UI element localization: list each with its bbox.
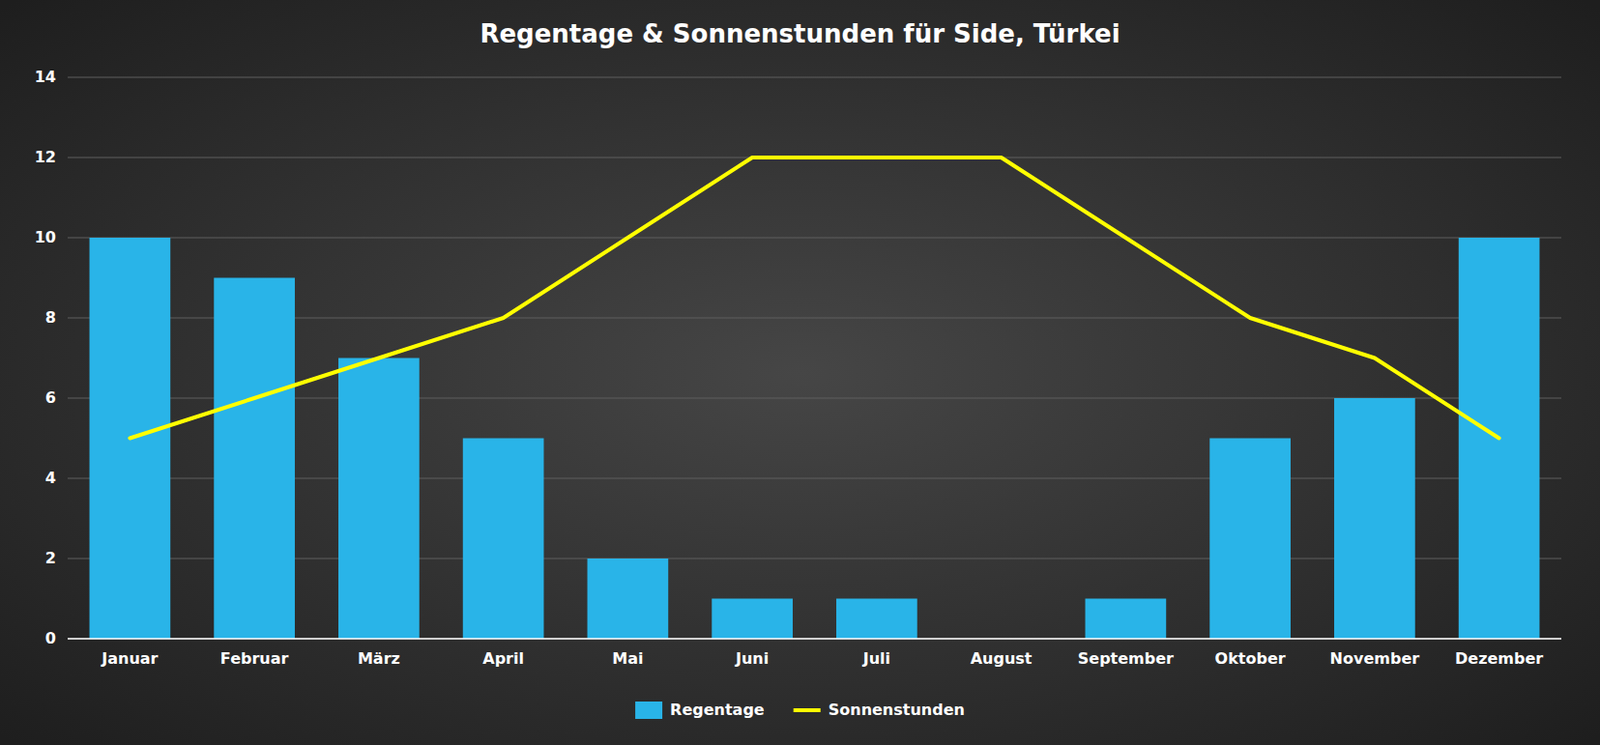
x-tick-label: August: [970, 649, 1033, 669]
bar: [463, 438, 545, 640]
title: Regentage & Sonnenstunden für Side, Türk…: [479, 19, 1120, 49]
x-tick-label: Juni: [734, 649, 769, 669]
x-tick-label: Januar: [100, 649, 158, 669]
x-tick-label: November: [1330, 649, 1421, 669]
y-tick-label: 10: [34, 228, 57, 247]
grid-line: [67, 237, 1562, 239]
y-tick-label: 0: [45, 629, 57, 648]
x-tick-label: Februar: [220, 649, 290, 669]
legend-item: Sonnenstunden: [793, 700, 965, 720]
legend-label: Regentage: [669, 700, 765, 720]
legend-label: Sonnenstunden: [828, 700, 965, 720]
line: [129, 157, 1499, 439]
bar: [213, 278, 295, 640]
y-tick-label: 12: [34, 147, 57, 167]
bar: [338, 358, 420, 640]
bar: [1334, 398, 1416, 640]
bar: [836, 599, 918, 640]
y-tick-label: 8: [45, 308, 57, 327]
legend: Regentage Sonnenstunden: [635, 700, 965, 721]
y-tick-label: 6: [45, 388, 57, 408]
x-tick-label: Oktober: [1215, 649, 1286, 669]
legend-swatch: [793, 708, 821, 713]
x-axis: Januar Februar März April Mai Juni Juli August S…: [100, 649, 1543, 669]
y-tick-label: 14: [34, 67, 57, 87]
bar: [1209, 438, 1291, 640]
x-tick-label: April: [482, 649, 524, 669]
x-tick-label: Dezember: [1454, 649, 1543, 669]
bar-series: [89, 237, 1541, 640]
grid: [67, 77, 1562, 640]
x-tick-label: September: [1077, 649, 1174, 669]
background: [0, 0, 1600, 745]
marks: [89, 157, 1541, 640]
x-tick-label: Mai: [611, 649, 643, 669]
bar: [711, 599, 793, 640]
y-axis: 0 2 4 6 8 10 12 14: [34, 67, 57, 648]
y-tick-label: 4: [45, 468, 57, 488]
x-tick-label: März: [357, 649, 401, 669]
grid-line: [67, 639, 1562, 640]
chart: Regentage & Sonnenstunden für Side, Türk…: [0, 0, 1600, 745]
y-tick-label: 2: [45, 549, 57, 568]
x-tick-label: Juli: [862, 649, 891, 669]
x-axis-line: [67, 638, 1562, 640]
grid-line: [67, 77, 1562, 79]
bar: [587, 558, 670, 640]
legend-swatch: [635, 701, 663, 720]
legend-item: Regentage: [635, 700, 765, 721]
bar: [1085, 599, 1167, 640]
